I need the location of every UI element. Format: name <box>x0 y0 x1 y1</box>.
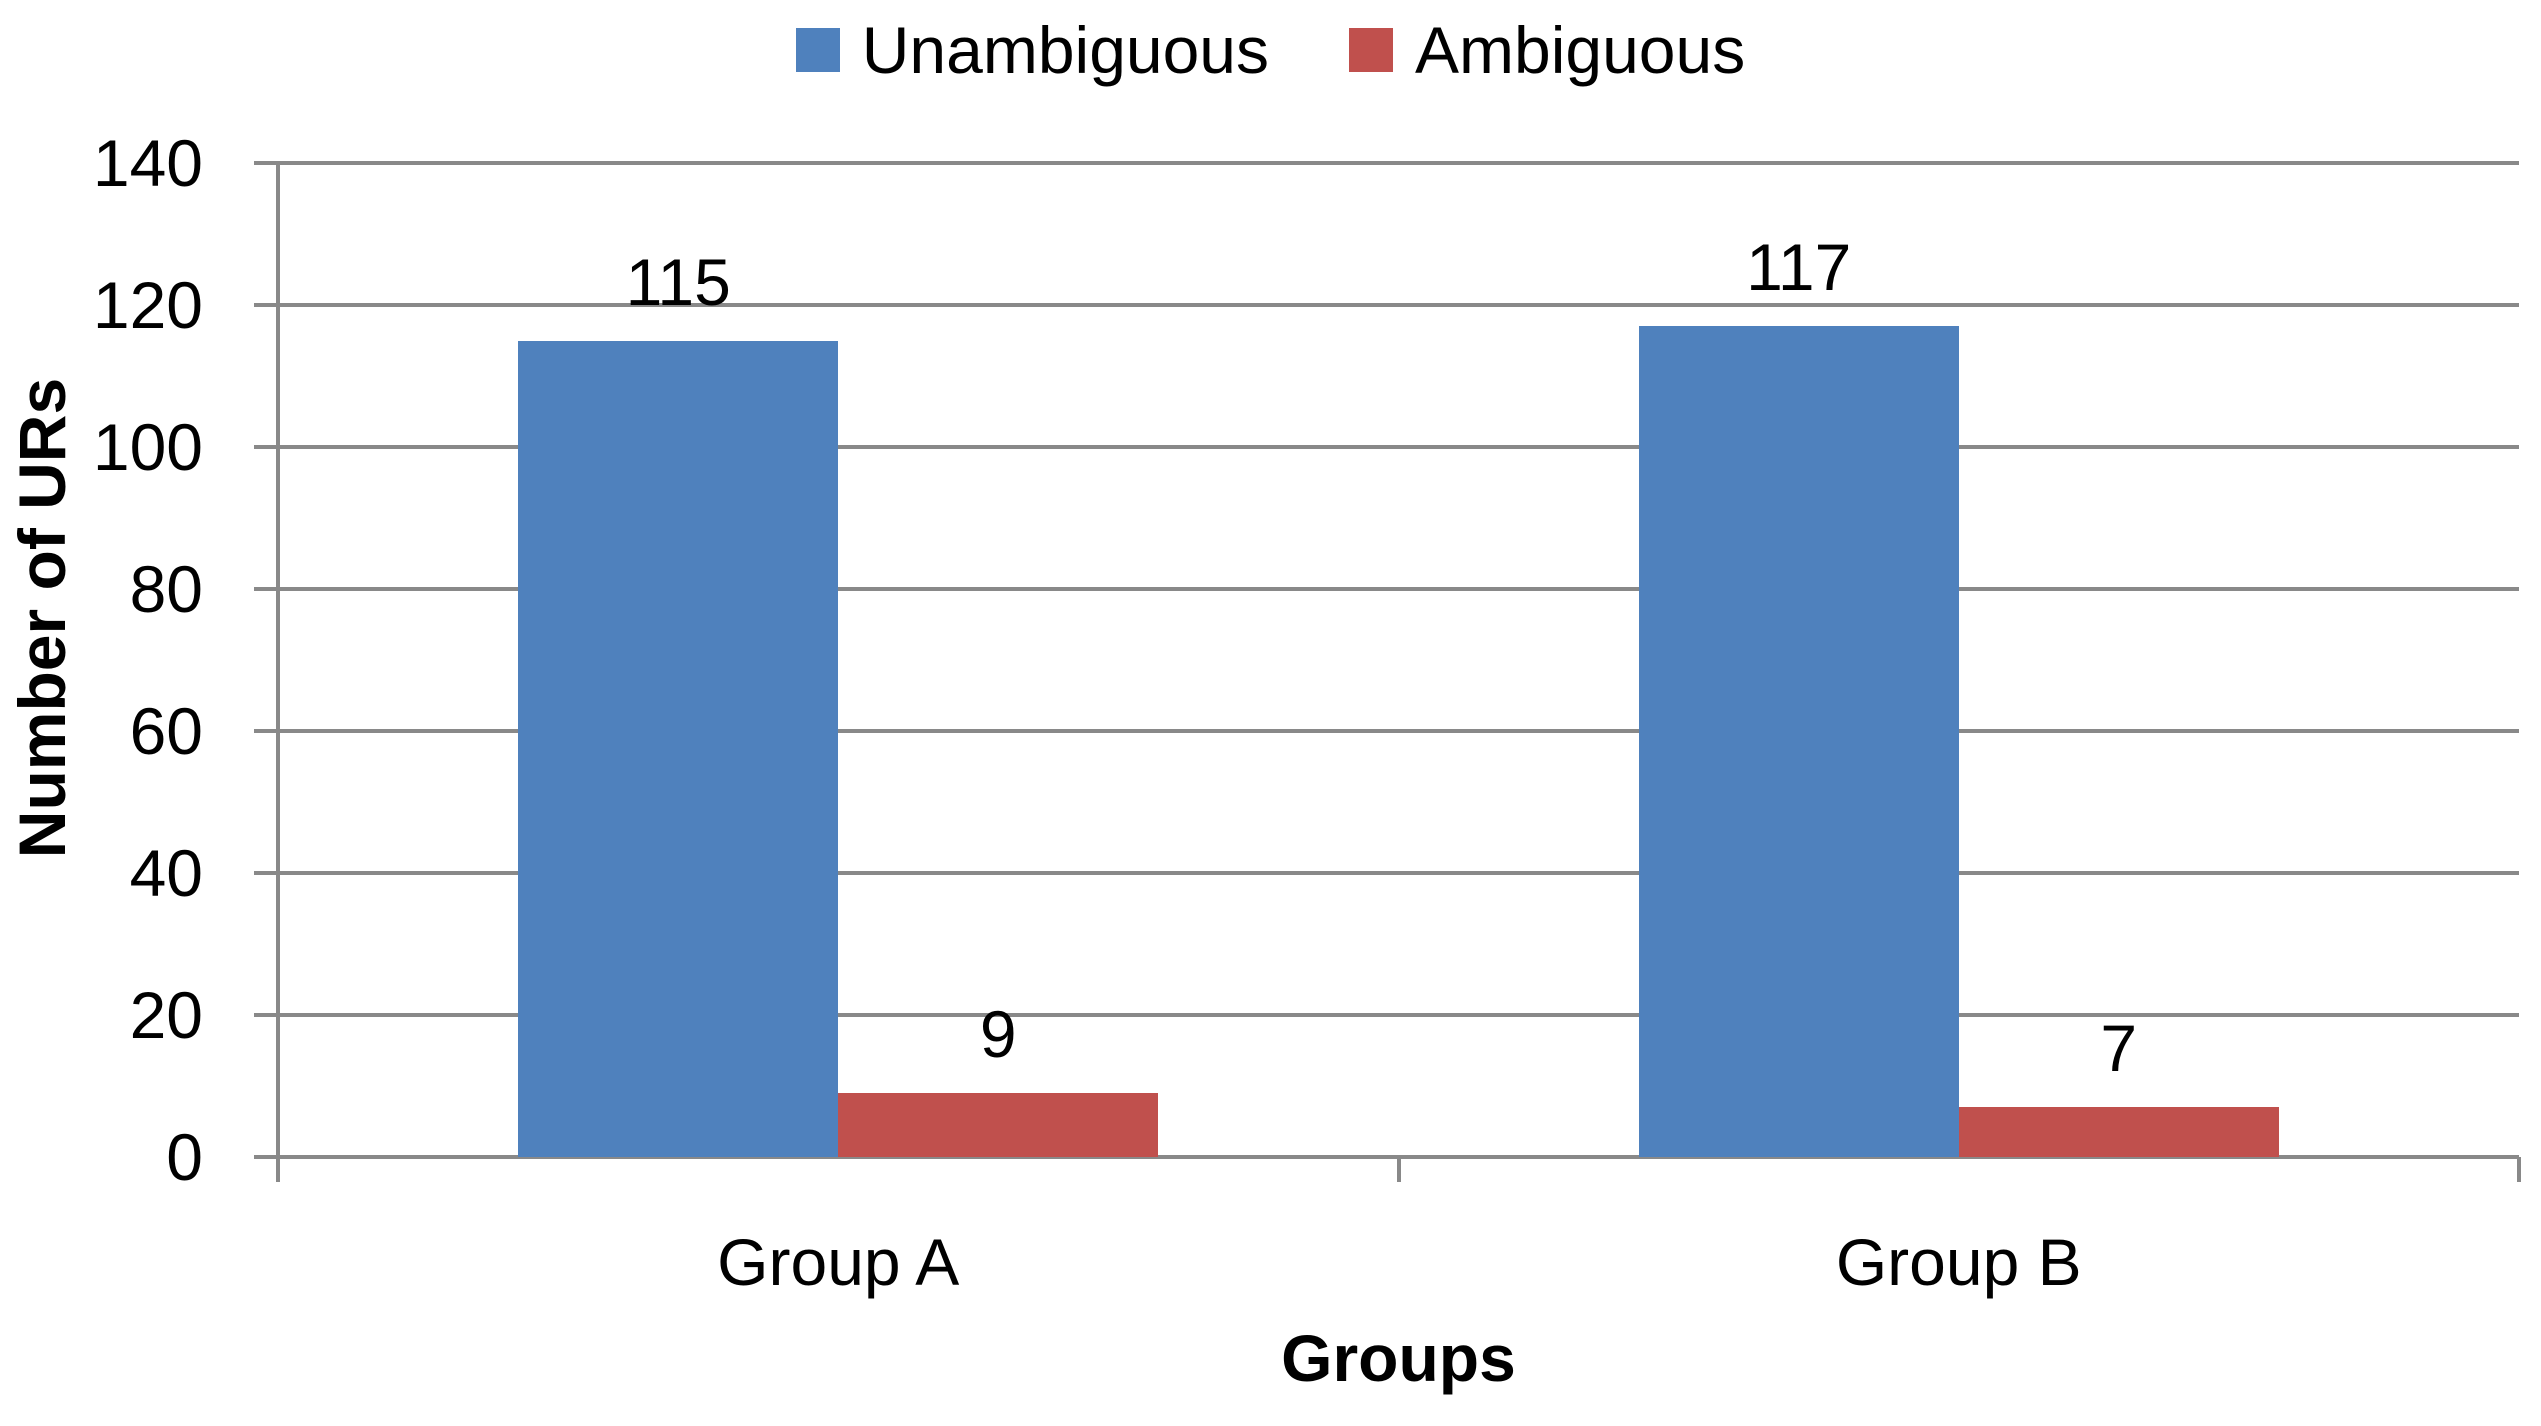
x-axis-line <box>254 1155 2519 1159</box>
gridline-120 <box>254 303 2519 307</box>
y-tick-label-100: 100 <box>92 410 203 484</box>
y-tick-label-120: 120 <box>92 268 203 342</box>
legend-item-ambiguous: Ambiguous <box>1349 17 1745 83</box>
x-axis-tick-2 <box>2517 1157 2521 1182</box>
legend-item-unambiguous: Unambiguous <box>795 13 1270 87</box>
y-tick-label-20: 20 <box>129 978 203 1052</box>
legend-swatch-unambiguous-icon <box>795 28 840 72</box>
chart-legend: Unambiguous Ambiguous <box>0 6 2541 94</box>
gridline-80 <box>254 587 2519 591</box>
value-label-ambiguous-group-a: 9 <box>979 997 1017 1072</box>
value-label-unambiguous-group-a: 115 <box>625 244 731 319</box>
x-axis-tick-1 <box>1396 1157 1401 1182</box>
y-tick-label-80: 80 <box>129 552 203 626</box>
bar-unambiguous-group-a <box>518 340 839 1157</box>
y-tick-label-0: 0 <box>166 1120 203 1194</box>
category-label-group-b: Group B <box>1835 1225 2082 1299</box>
gridline-20 <box>254 1013 2519 1017</box>
y-tick-label-40: 40 <box>129 836 203 910</box>
gridline-140 <box>254 161 2519 165</box>
y-tick-label-140: 140 <box>92 126 203 200</box>
x-axis-title: Groups <box>1281 1321 1516 1395</box>
value-label-unambiguous-group-b: 117 <box>1746 230 1852 305</box>
bar-unambiguous-group-b <box>1638 326 1959 1157</box>
bar-ambiguous-group-b <box>1958 1107 2279 1157</box>
legend-swatch-ambiguous-icon <box>1349 28 1394 72</box>
legend-label-unambiguous: Unambiguous <box>861 13 1270 87</box>
value-label-ambiguous-group-b: 7 <box>2100 1011 2138 1086</box>
gridline-40 <box>254 871 2519 875</box>
y-axis-line <box>276 163 280 1182</box>
legend-label-ambiguous: Ambiguous <box>1415 13 1746 87</box>
category-label-group-a: Group A <box>717 1225 960 1299</box>
bar-ambiguous-group-a <box>838 1093 1159 1157</box>
gridline-100 <box>254 445 2519 449</box>
gridline-60 <box>254 729 2519 733</box>
y-tick-label-60: 60 <box>129 694 203 768</box>
